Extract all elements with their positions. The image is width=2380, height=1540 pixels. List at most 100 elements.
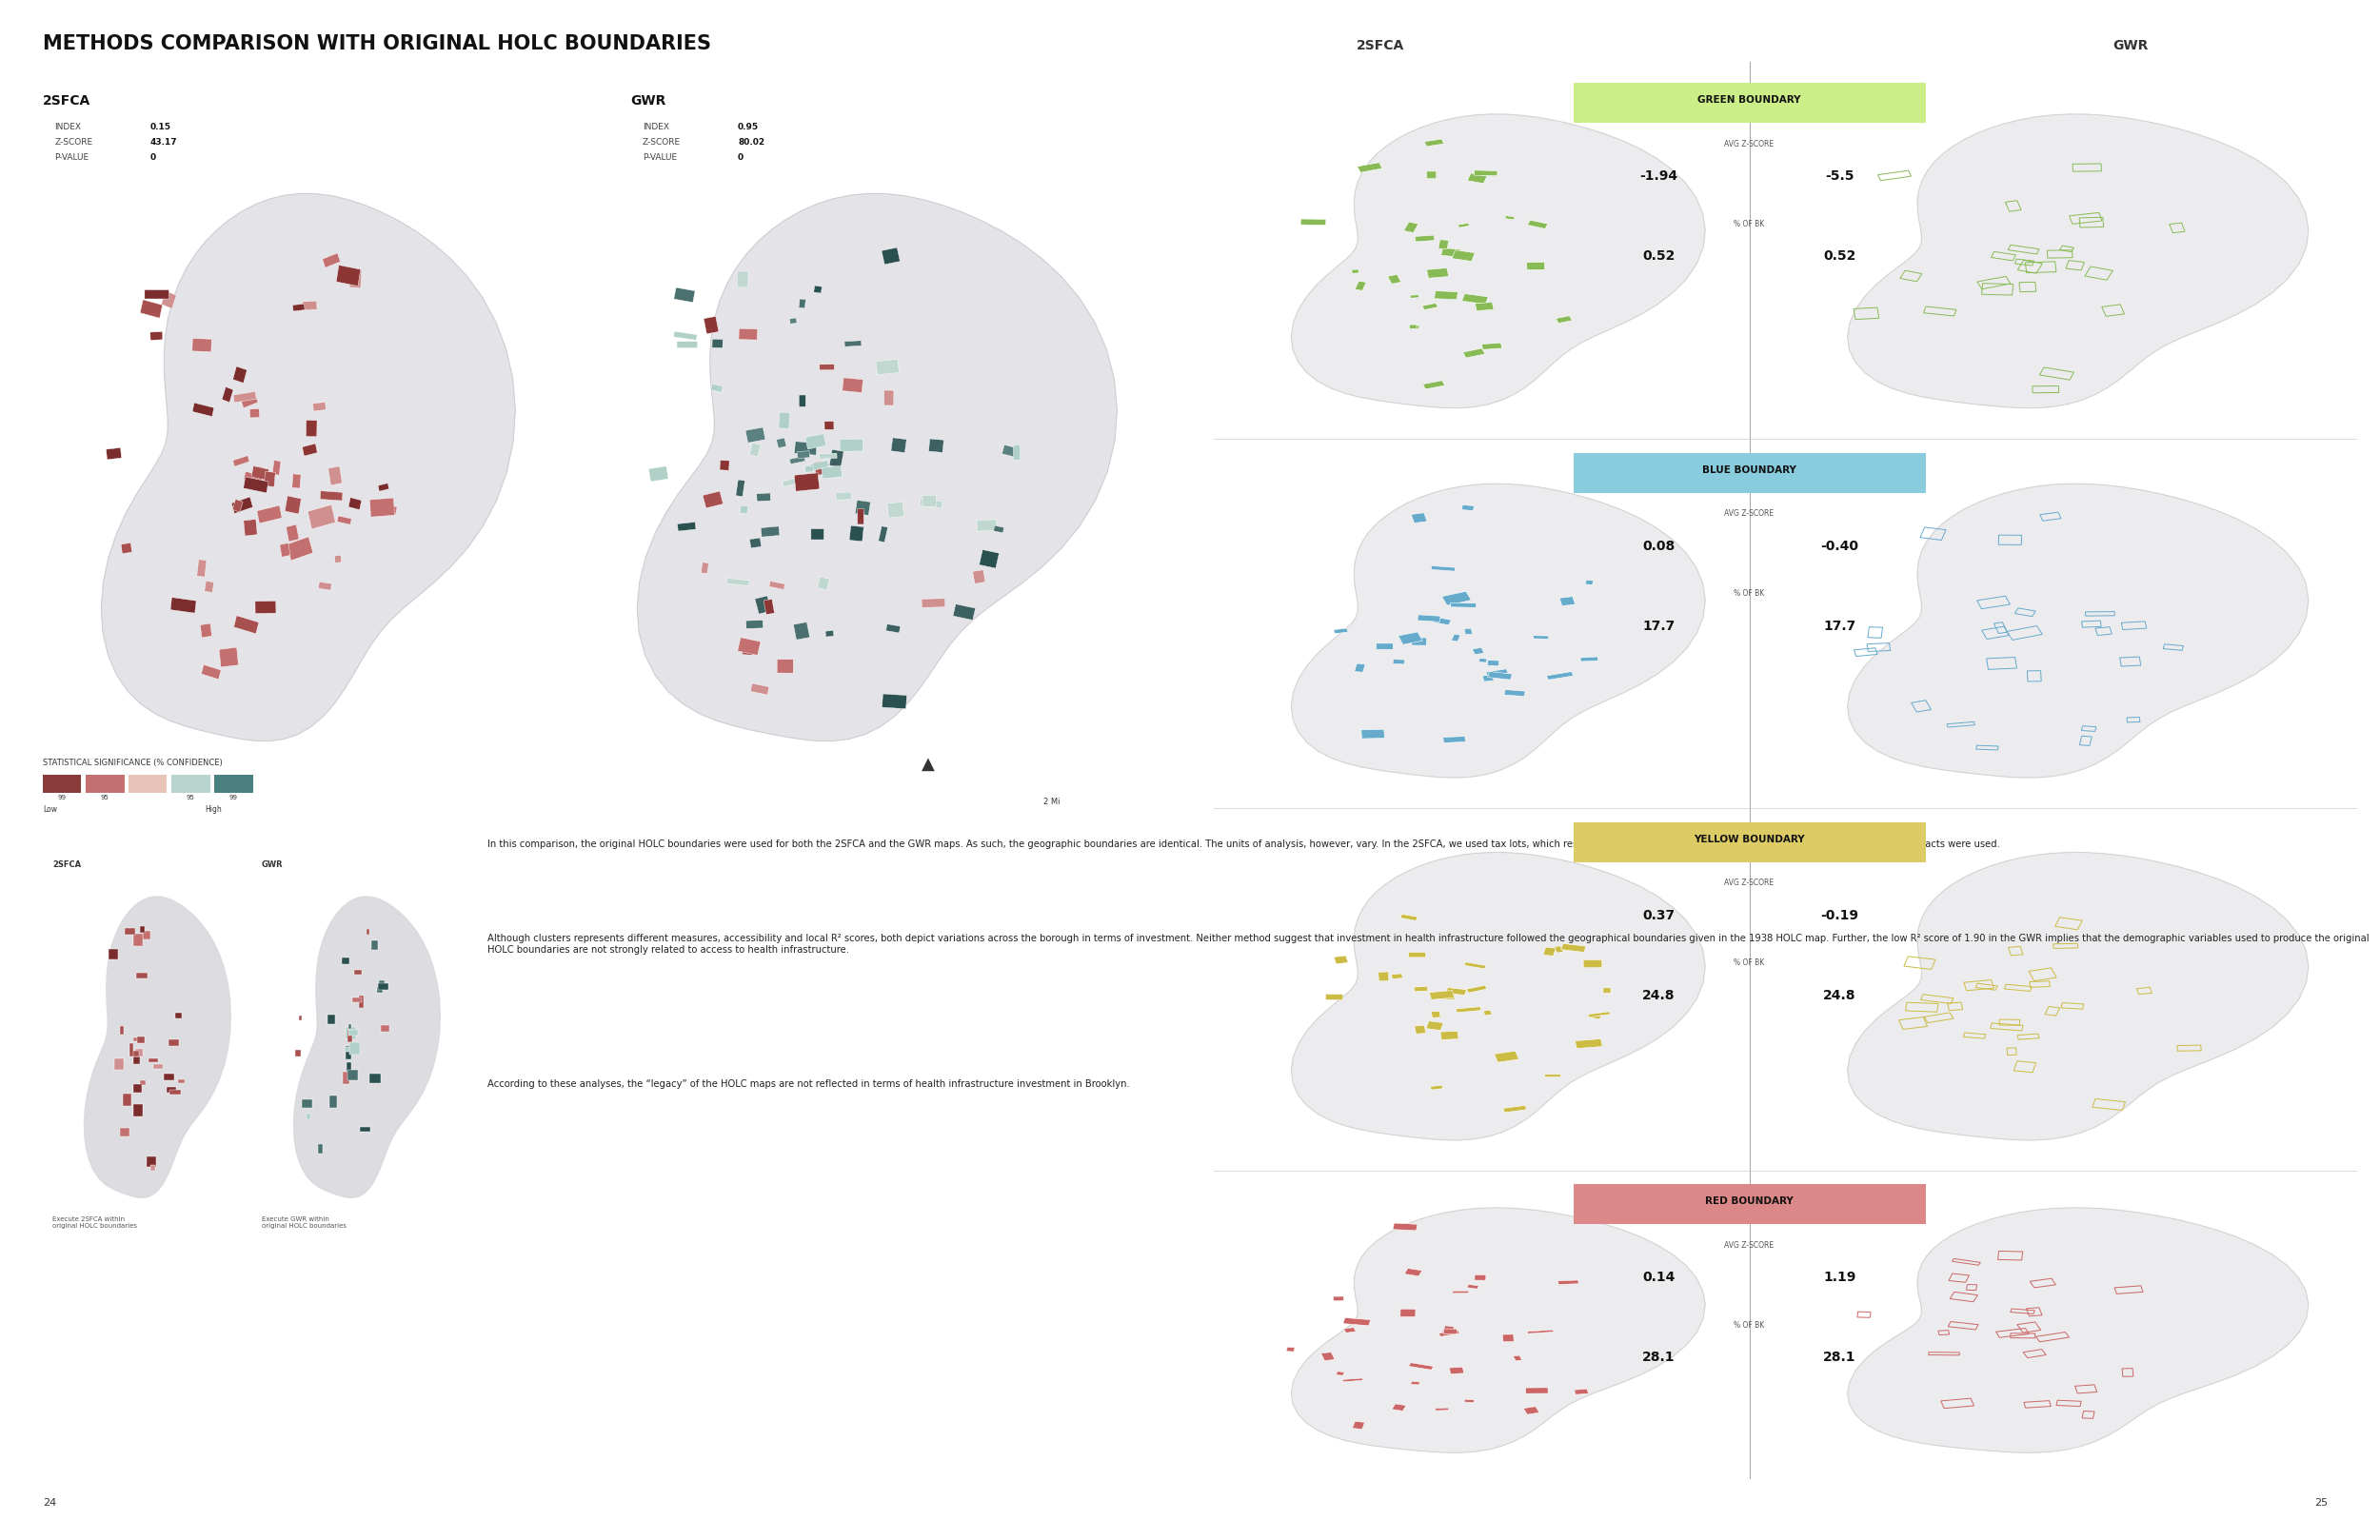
FancyBboxPatch shape [857,508,864,525]
Polygon shape [1292,484,1706,778]
FancyBboxPatch shape [1440,1030,1459,1040]
FancyBboxPatch shape [921,599,945,608]
Text: METHODS COMPARISON WITH ORIGINAL HOLC BOUNDARIES: METHODS COMPARISON WITH ORIGINAL HOLC BO… [43,34,712,52]
FancyBboxPatch shape [1514,1355,1521,1361]
FancyBboxPatch shape [343,1072,350,1084]
Text: High: High [205,805,221,813]
FancyBboxPatch shape [300,1015,302,1021]
FancyBboxPatch shape [1440,248,1461,257]
FancyBboxPatch shape [819,365,835,370]
FancyBboxPatch shape [978,550,1000,568]
Polygon shape [293,896,440,1198]
FancyBboxPatch shape [1411,638,1426,645]
Text: AVG Z-SCORE: AVG Z-SCORE [1726,879,1773,887]
FancyBboxPatch shape [1326,993,1342,999]
FancyBboxPatch shape [814,460,826,476]
Text: Although clusters represents different measures, accessibility and local R² scor: Although clusters represents different m… [488,933,2370,955]
FancyBboxPatch shape [1488,671,1511,679]
Text: 24: 24 [43,1498,57,1508]
FancyBboxPatch shape [345,1046,352,1060]
FancyBboxPatch shape [250,408,259,417]
FancyBboxPatch shape [136,1049,143,1056]
FancyBboxPatch shape [1485,668,1509,676]
Text: BLUE BOUNDARY: BLUE BOUNDARY [1702,465,1797,474]
FancyBboxPatch shape [302,444,317,456]
FancyBboxPatch shape [1399,1309,1416,1317]
FancyBboxPatch shape [776,437,785,448]
FancyBboxPatch shape [347,1063,350,1072]
FancyBboxPatch shape [350,270,362,288]
FancyBboxPatch shape [1473,647,1485,654]
FancyBboxPatch shape [133,1056,140,1064]
FancyBboxPatch shape [769,581,785,590]
FancyBboxPatch shape [129,1050,140,1056]
FancyBboxPatch shape [1449,602,1476,608]
FancyBboxPatch shape [800,394,807,407]
FancyBboxPatch shape [1476,1275,1485,1280]
FancyBboxPatch shape [795,442,816,456]
Text: -0.19: -0.19 [1821,909,1859,922]
FancyBboxPatch shape [1559,1280,1578,1284]
FancyBboxPatch shape [1352,1421,1364,1429]
FancyBboxPatch shape [1409,1363,1433,1371]
FancyBboxPatch shape [719,460,728,470]
FancyBboxPatch shape [345,1027,355,1040]
FancyBboxPatch shape [676,342,697,348]
FancyBboxPatch shape [1342,1378,1364,1381]
FancyBboxPatch shape [352,996,362,1003]
FancyBboxPatch shape [1354,664,1366,673]
FancyBboxPatch shape [233,391,257,402]
FancyBboxPatch shape [321,491,343,501]
FancyBboxPatch shape [198,559,207,578]
FancyBboxPatch shape [350,1030,357,1036]
FancyBboxPatch shape [1583,959,1602,967]
Text: -0.40: -0.40 [1821,539,1859,553]
FancyBboxPatch shape [1388,274,1402,283]
FancyBboxPatch shape [133,1104,143,1116]
FancyBboxPatch shape [378,984,388,989]
FancyBboxPatch shape [252,467,269,480]
FancyBboxPatch shape [140,1080,145,1086]
FancyBboxPatch shape [371,941,378,950]
FancyBboxPatch shape [1554,946,1564,953]
FancyBboxPatch shape [790,317,797,323]
FancyBboxPatch shape [124,1093,131,1106]
FancyBboxPatch shape [1433,618,1452,625]
Text: 0.08: 0.08 [1642,539,1676,553]
FancyBboxPatch shape [1473,171,1497,176]
FancyBboxPatch shape [338,516,352,525]
FancyBboxPatch shape [1464,628,1473,634]
FancyBboxPatch shape [923,494,938,507]
Text: % OF BK: % OF BK [1735,590,1764,598]
FancyBboxPatch shape [1414,1026,1426,1033]
FancyBboxPatch shape [1333,956,1347,964]
FancyBboxPatch shape [843,377,864,393]
Text: 1.19: 1.19 [1823,1270,1856,1284]
FancyBboxPatch shape [176,1013,181,1019]
FancyBboxPatch shape [1461,294,1488,303]
FancyBboxPatch shape [821,465,843,479]
FancyBboxPatch shape [233,367,248,383]
Polygon shape [102,194,516,741]
FancyBboxPatch shape [850,525,864,542]
Text: Z-SCORE: Z-SCORE [55,139,93,146]
FancyBboxPatch shape [1495,1050,1518,1063]
Text: ▲: ▲ [921,755,935,772]
FancyBboxPatch shape [1285,1348,1295,1352]
Text: 24.8: 24.8 [1823,989,1856,1003]
FancyBboxPatch shape [150,1166,155,1170]
FancyBboxPatch shape [883,695,907,708]
FancyBboxPatch shape [257,505,281,524]
FancyBboxPatch shape [1587,1015,1602,1019]
FancyBboxPatch shape [347,1049,350,1058]
Text: -1.94: -1.94 [1640,169,1678,183]
FancyBboxPatch shape [738,271,747,288]
FancyBboxPatch shape [783,476,804,487]
FancyBboxPatch shape [1397,631,1423,645]
FancyBboxPatch shape [845,340,862,346]
FancyBboxPatch shape [1504,216,1514,220]
FancyBboxPatch shape [1430,1086,1442,1090]
FancyBboxPatch shape [376,987,383,993]
FancyBboxPatch shape [823,422,833,430]
Text: 99: 99 [57,795,67,801]
